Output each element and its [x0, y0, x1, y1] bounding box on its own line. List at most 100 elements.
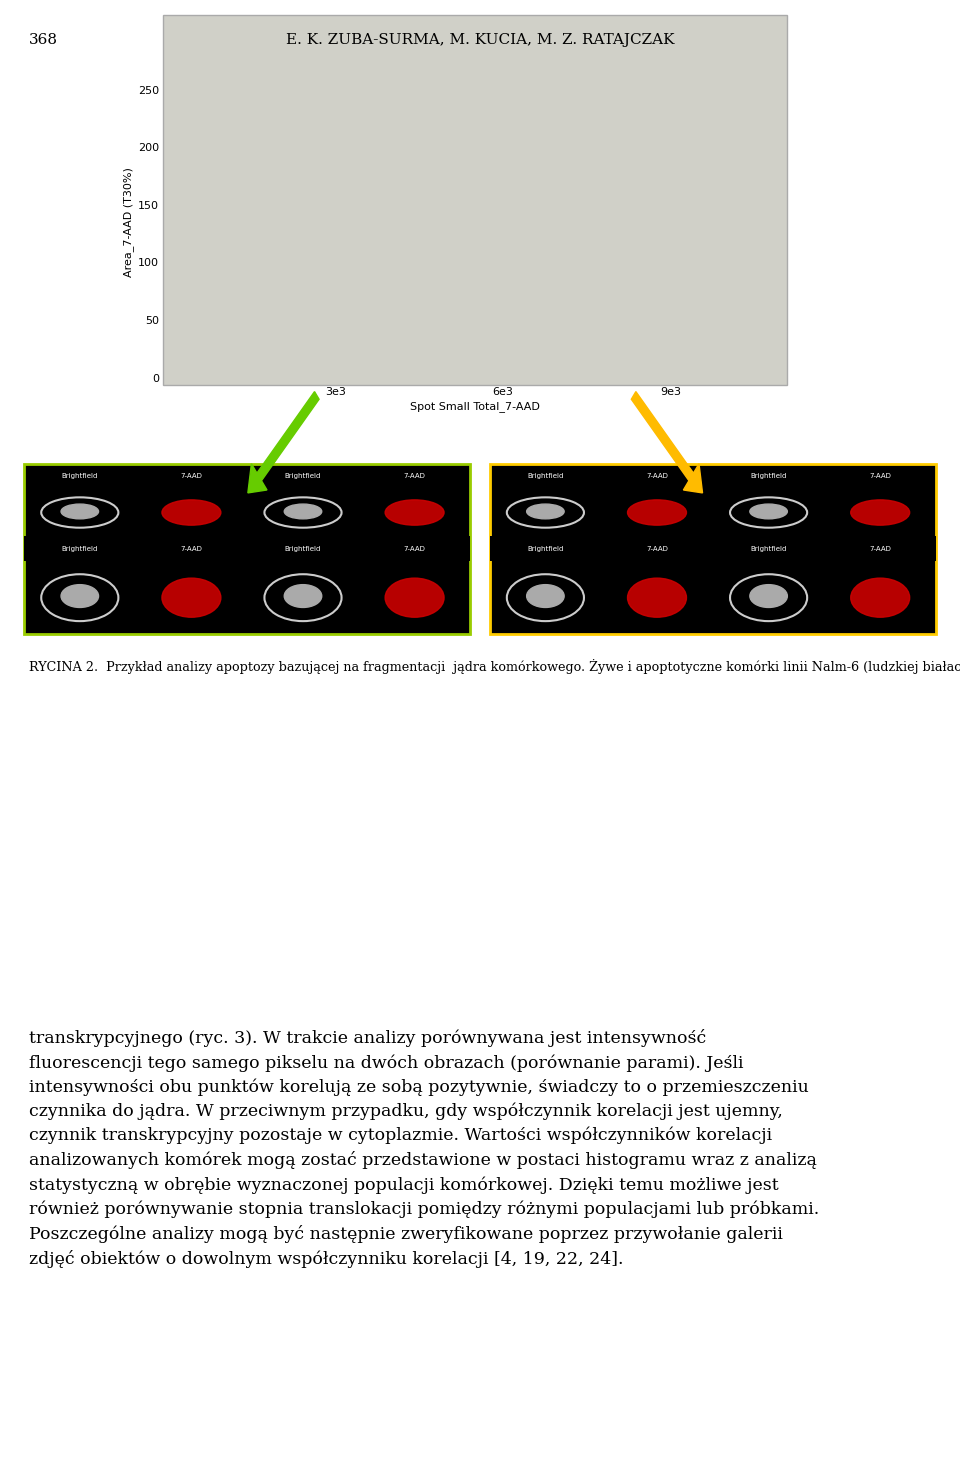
Point: [321, 249, 336, 273]
Point: [420, 275, 436, 299]
Point: [340, 204, 355, 228]
Point: [264, 280, 279, 304]
Point: [274, 222, 289, 246]
Point: [245, 273, 260, 296]
Point: [641, 298, 657, 321]
Point: [252, 253, 268, 277]
Point: [229, 284, 245, 308]
Point: [320, 185, 335, 209]
Point: [687, 259, 703, 283]
Point: [489, 326, 504, 350]
Point: [287, 281, 302, 305]
Point: [309, 154, 324, 178]
Point: [248, 350, 263, 373]
Point: [299, 241, 314, 265]
Point: [317, 225, 332, 249]
Point: [262, 218, 277, 241]
Point: [247, 163, 262, 187]
Point: [253, 312, 269, 336]
Point: [284, 237, 300, 261]
Point: [250, 207, 265, 231]
Point: [244, 209, 259, 233]
Point: [346, 195, 361, 219]
Point: [278, 234, 294, 258]
Point: [222, 179, 237, 203]
Point: [272, 240, 287, 264]
Point: [277, 290, 293, 314]
Point: [289, 357, 304, 381]
Point: [294, 157, 309, 181]
Point: [314, 215, 329, 238]
Point: [292, 275, 307, 299]
Point: [283, 222, 299, 246]
Point: [629, 237, 644, 261]
Point: [239, 240, 254, 264]
Point: [247, 283, 262, 307]
Point: [300, 240, 316, 264]
Point: [278, 227, 294, 250]
Point: [293, 253, 308, 277]
Point: [705, 278, 720, 302]
Point: [252, 166, 267, 190]
Point: [294, 176, 309, 200]
Point: [313, 231, 328, 255]
Point: [348, 133, 364, 157]
Point: [307, 172, 323, 195]
Point: [301, 360, 317, 384]
Point: [348, 233, 363, 256]
Point: [230, 241, 246, 265]
Point: [260, 287, 276, 311]
Point: [283, 360, 299, 384]
Point: [215, 255, 230, 278]
Point: [311, 292, 326, 315]
Point: [746, 235, 761, 259]
Point: [306, 241, 322, 265]
Point: [248, 267, 263, 290]
Point: [308, 243, 324, 267]
Point: [275, 290, 290, 314]
Point: [252, 185, 268, 209]
Point: [301, 181, 317, 204]
Point: [265, 321, 280, 345]
Point: [288, 310, 303, 333]
Point: [366, 307, 381, 330]
Point: [372, 255, 388, 278]
Point: [303, 344, 319, 367]
Text: 7-AAD: 7-AAD: [180, 474, 203, 480]
Text: Brightfield: Brightfield: [61, 474, 98, 480]
Point: [269, 280, 284, 304]
Point: [271, 278, 286, 302]
Point: [279, 258, 295, 281]
Point: [277, 230, 293, 253]
Point: [293, 264, 308, 287]
Point: [313, 207, 328, 231]
Point: [258, 255, 274, 278]
Point: [327, 164, 343, 188]
Point: [238, 144, 253, 167]
Point: [276, 329, 292, 352]
Point: [255, 271, 271, 295]
Point: [239, 102, 254, 126]
Point: [296, 185, 311, 209]
Point: [464, 305, 479, 329]
Point: [253, 204, 269, 228]
Point: [314, 302, 329, 326]
Point: [327, 233, 343, 256]
Point: [393, 218, 408, 241]
Point: [737, 145, 753, 169]
Point: [266, 219, 281, 243]
Point: [233, 221, 249, 244]
Point: [296, 240, 311, 264]
Point: [295, 273, 310, 296]
Point: [348, 329, 364, 352]
Point: [277, 267, 293, 290]
Point: [296, 222, 311, 246]
Point: [269, 271, 284, 295]
Point: [355, 281, 371, 305]
Point: [362, 298, 377, 321]
Point: [357, 203, 372, 227]
Point: [324, 201, 340, 225]
Point: [282, 275, 298, 299]
Point: [244, 233, 259, 256]
Point: [271, 201, 286, 225]
